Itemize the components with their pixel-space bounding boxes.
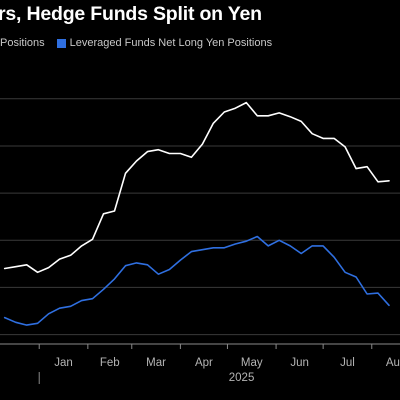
x-tick-label-5: Jun	[290, 357, 309, 369]
series-line-blue	[3, 235, 390, 326]
x-tick-label-3: Apr	[195, 357, 213, 369]
x-tick-label-6: Jul	[340, 357, 355, 369]
x-tick-label-7: Aug	[386, 357, 400, 369]
chart-legend: Positions Leveraged Funds Net Long Yen P…	[0, 35, 272, 51]
legend-label-white: Positions	[0, 37, 45, 49]
chart-title: rs, Hedge Funds Split on Yen	[0, 3, 262, 25]
x-tick-label-0: Jan	[54, 357, 73, 369]
x-tick-label-1: Feb	[100, 357, 120, 369]
x-tick-label-2: Mar	[146, 357, 166, 369]
legend-item-white: Positions	[0, 37, 45, 49]
legend-item-blue: Leveraged Funds Net Long Yen Positions	[56, 37, 273, 49]
legend-label-blue: Leveraged Funds Net Long Yen Positions	[69, 37, 273, 49]
x-tick-label-4: May	[241, 357, 263, 369]
series-line-white	[3, 101, 390, 274]
legend-swatch-blue	[56, 38, 66, 48]
x-year-label: 2025	[229, 372, 255, 384]
